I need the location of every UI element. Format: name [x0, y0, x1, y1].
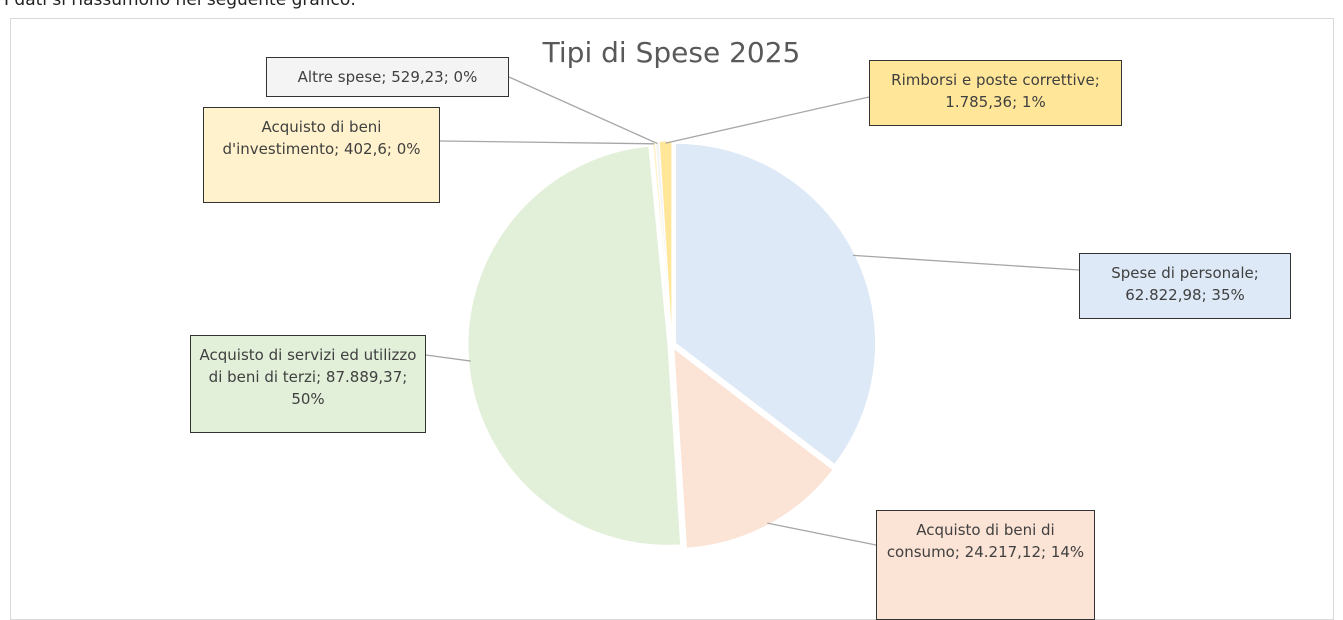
leader-line [508, 76, 658, 145]
leader-line [665, 96, 870, 144]
data-label: Altre spese; 529,23; 0% [266, 57, 509, 97]
pie-slice [658, 140, 673, 342]
data-label: Rimborsi e poste correttive; 1.785,36; 1… [869, 60, 1122, 126]
data-label: Acquisto di beni di consumo; 24.217,12; … [876, 510, 1095, 620]
pie-slice [673, 347, 834, 549]
pie-slice [675, 142, 877, 466]
data-label: Acquisto di servizi ed utilizzo di beni … [190, 335, 426, 433]
data-label: Spese di personale; 62.822,98; 35% [1079, 253, 1291, 319]
leader-line [767, 522, 877, 546]
chart-title: Tipi di Spese 2025 [542, 36, 801, 69]
pie-slice [467, 145, 682, 546]
leader-line [425, 354, 471, 362]
intro-text: I dati si riassumono nel seguente grafic… [4, 0, 356, 10]
page: I dati si riassumono nel seguente grafic… [4, 0, 1334, 620]
data-label: Acquisto di beni d'investimento; 402,6; … [203, 107, 440, 203]
leader-line [852, 254, 1080, 271]
leader-line [439, 140, 655, 145]
chart [425, 76, 1080, 549]
